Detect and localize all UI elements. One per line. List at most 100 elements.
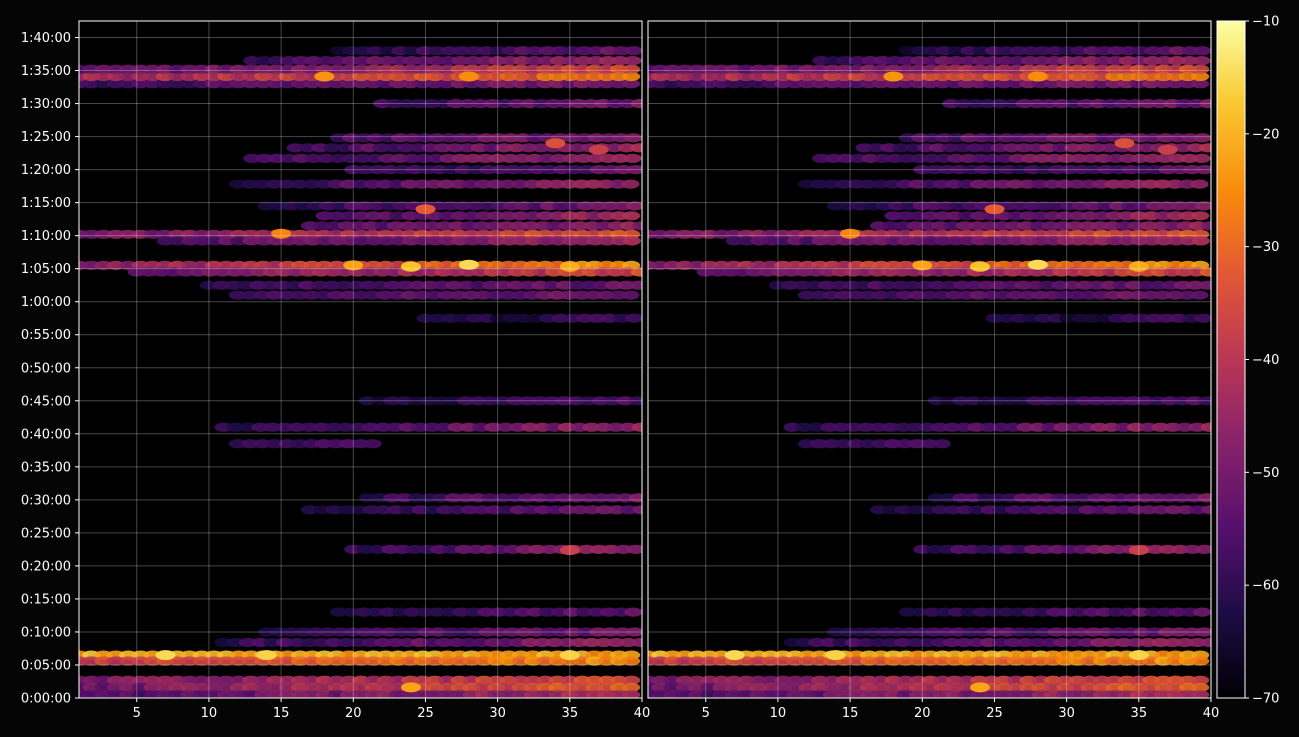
heat-cell — [447, 422, 466, 432]
heat-cell — [275, 422, 294, 432]
heat-cell — [971, 236, 989, 246]
heat-cell — [421, 143, 440, 153]
heat-cell — [824, 153, 843, 163]
x-tick-label: 20 — [345, 706, 362, 721]
heat-cell — [896, 675, 915, 685]
heat-cell — [786, 656, 805, 666]
heat-cell — [1129, 179, 1148, 189]
heat-cell — [1133, 627, 1152, 637]
heat-cell — [933, 675, 952, 685]
heat-cell — [883, 439, 902, 449]
heat-cell — [493, 493, 512, 503]
heat-cell — [1180, 56, 1199, 66]
heat-cell — [1043, 179, 1062, 189]
heat-cell — [241, 675, 260, 685]
heat-cell — [405, 165, 424, 175]
y-tick-label: 1:40:00 — [21, 31, 71, 46]
heat-cell — [531, 143, 550, 153]
heat-cell — [794, 267, 813, 277]
heat-cell — [368, 544, 387, 555]
heat-cell — [241, 64, 260, 74]
heat-cell — [325, 221, 344, 231]
heat-cell — [487, 64, 506, 74]
y-tick-label: 0:25:00 — [21, 526, 71, 541]
heat-cell — [675, 79, 694, 89]
heat-cell — [1161, 280, 1180, 290]
heat-cell — [563, 313, 582, 323]
heat-cell — [1016, 422, 1035, 432]
heat-cell — [1176, 422, 1194, 432]
heat-cell — [994, 179, 1013, 189]
heat-cell — [1007, 64, 1026, 74]
heat-cell — [626, 165, 642, 175]
heat-cell — [958, 211, 976, 221]
heat-cell — [964, 493, 983, 503]
heat-cell — [1175, 99, 1194, 109]
heat-cell — [523, 179, 542, 189]
heat-cell — [1166, 675, 1185, 685]
heat-cell — [438, 211, 457, 221]
heat-cell — [266, 71, 285, 82]
heat-cell — [589, 544, 608, 555]
heat-cell — [315, 229, 334, 239]
heat-cell — [1158, 165, 1177, 175]
heat-cell — [1178, 179, 1197, 189]
heat-cell — [448, 221, 467, 231]
heat-cell — [444, 493, 463, 503]
heat-cell — [1168, 46, 1187, 56]
heat-cell — [970, 675, 989, 685]
heat-cell — [561, 236, 580, 246]
heat-cell — [1199, 267, 1211, 277]
x-tick-label: 40 — [634, 706, 651, 721]
heat-cell — [1097, 544, 1116, 555]
heat-cell — [663, 675, 682, 685]
heat-cell — [675, 675, 694, 685]
heat-cell — [950, 544, 969, 555]
heat-cell — [337, 505, 356, 515]
heat-cell — [1013, 493, 1032, 503]
heat-cell — [349, 637, 368, 648]
heat-cell — [503, 165, 522, 175]
heat-cell — [974, 165, 993, 175]
heat-cell — [524, 236, 543, 246]
heat-cell — [725, 236, 744, 246]
heat-cell — [1191, 675, 1210, 685]
heat-hotspot — [1128, 261, 1149, 272]
heat-cell — [872, 79, 891, 89]
heat-cell — [192, 71, 211, 82]
x-tick-label: 30 — [489, 706, 506, 721]
heat-cell — [1132, 46, 1150, 56]
heat-cell — [302, 439, 321, 449]
heat-cell — [976, 493, 995, 503]
heat-cell — [761, 64, 780, 74]
heat-cell — [1002, 143, 1021, 153]
heat-cell — [1016, 637, 1035, 648]
heat-cell — [1075, 280, 1094, 290]
heat-cell — [1183, 544, 1202, 555]
heat-cell — [910, 153, 929, 163]
heat-cell — [304, 56, 323, 66]
heat-cell — [997, 133, 1015, 143]
heat-cell — [1197, 396, 1211, 406]
heat-cell — [624, 133, 642, 143]
heat-cell — [106, 64, 125, 74]
heat-cell — [1201, 505, 1211, 515]
heat-cell — [1082, 56, 1101, 66]
heat-cell — [812, 56, 831, 66]
heat-cell — [943, 221, 962, 231]
heat-cell — [1093, 211, 1111, 221]
heat-cell — [520, 267, 539, 277]
heat-cell — [192, 64, 211, 74]
heat-cell — [1143, 153, 1162, 163]
heat-cell — [1090, 422, 1109, 432]
heat-cell — [1153, 290, 1172, 300]
heat-cell — [1059, 627, 1078, 637]
heat-cell — [400, 290, 419, 300]
heat-cell — [401, 64, 420, 74]
heat-cell — [278, 64, 297, 74]
heat-cell — [266, 64, 285, 74]
heat-cell — [226, 422, 245, 432]
heat-cell — [1023, 627, 1041, 637]
heat-cell — [401, 79, 420, 89]
heat-cell — [916, 143, 935, 153]
